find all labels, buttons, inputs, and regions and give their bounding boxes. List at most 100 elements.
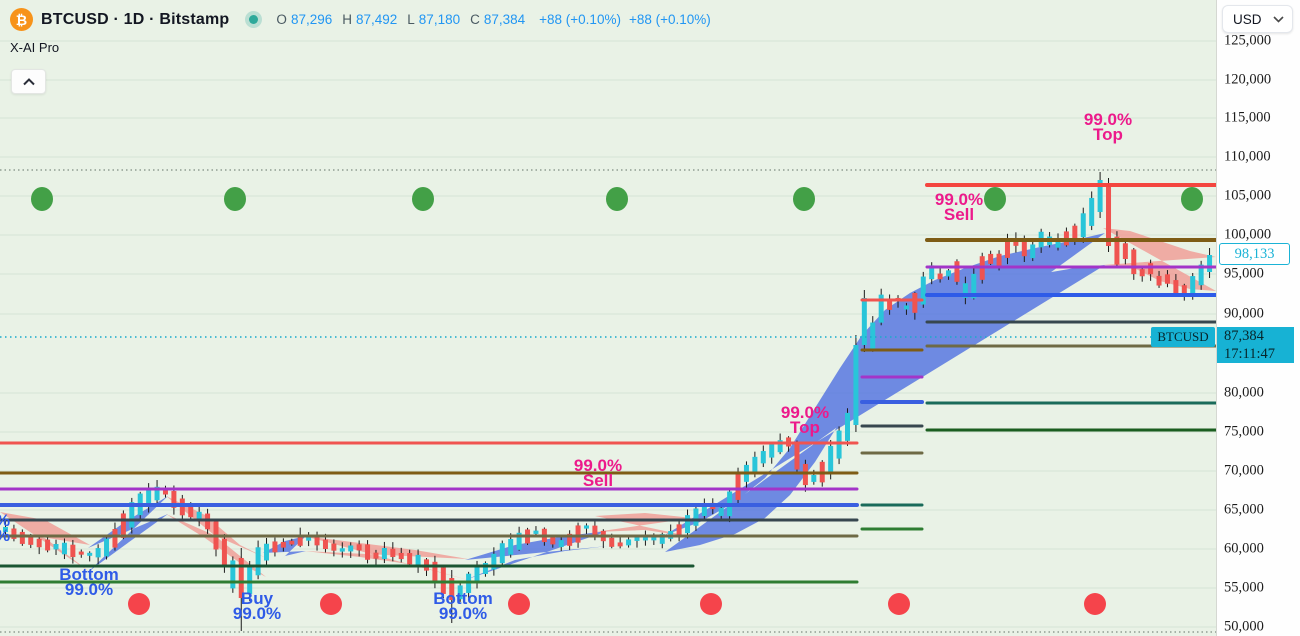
currency-selector[interactable]: USD — [1222, 5, 1293, 33]
candle — [567, 533, 573, 546]
candle — [171, 491, 177, 508]
collapse-indicator-button[interactable] — [11, 69, 46, 94]
candle — [1013, 239, 1019, 246]
candle — [162, 489, 168, 495]
candle — [1097, 180, 1103, 212]
axis-tick: 90,000 — [1224, 305, 1264, 322]
candle — [348, 545, 354, 552]
candle — [1021, 241, 1027, 257]
candle — [903, 305, 909, 310]
candle — [70, 544, 76, 558]
signal-dot-red — [1084, 593, 1106, 615]
candle — [491, 553, 497, 570]
candle — [474, 565, 480, 583]
candle — [1055, 239, 1061, 248]
candle — [398, 552, 404, 560]
candle — [1173, 280, 1179, 295]
candle — [828, 445, 834, 474]
candle — [449, 578, 455, 600]
price-axis[interactable]: 125,000 120,000 115,000 110,000 105,000 100,0… — [1216, 0, 1300, 636]
candle — [861, 298, 867, 345]
trend-ribbon-segment — [465, 531, 608, 580]
price-alert-badge[interactable]: 98,133 — [1219, 243, 1290, 265]
candle — [996, 253, 1002, 268]
candle — [264, 543, 270, 561]
candle — [836, 430, 842, 459]
candle — [853, 345, 859, 425]
candle — [482, 562, 488, 575]
candle — [887, 299, 893, 310]
candle — [642, 535, 648, 541]
candle — [196, 511, 202, 521]
high-value: 87,492 — [355, 12, 398, 27]
indicator-label[interactable]: X-AI Pro — [10, 40, 60, 55]
candle — [356, 544, 362, 551]
candle — [1106, 186, 1112, 246]
candle — [188, 505, 194, 518]
candle — [752, 456, 758, 475]
market-status-icon — [249, 15, 259, 24]
candle — [533, 530, 539, 534]
candle — [878, 294, 884, 323]
candle — [221, 538, 227, 567]
candle — [1156, 275, 1162, 286]
candle — [61, 542, 67, 555]
candle — [112, 528, 118, 548]
candle — [516, 532, 522, 550]
trend-ribbon-segment — [0, 512, 90, 572]
candle — [1089, 197, 1095, 226]
candle — [575, 525, 581, 543]
candle — [457, 585, 463, 600]
candle — [845, 412, 850, 441]
chart-legend: ₿ BTCUSD · 1D · Bitstamp O 87,296 H 87,4… — [10, 8, 711, 31]
candle — [255, 547, 261, 576]
candle — [1148, 263, 1154, 275]
candle — [769, 444, 775, 458]
btc-icon: ₿ — [10, 8, 33, 31]
axis-tick: 115,000 — [1224, 109, 1271, 126]
axis-tick: 125,000 — [1224, 32, 1272, 49]
signal-dot-green — [606, 187, 628, 211]
candle — [971, 273, 977, 299]
candle — [811, 475, 817, 482]
candle — [962, 283, 968, 298]
signal-dot-green — [224, 187, 246, 211]
candle — [289, 540, 295, 545]
candle — [583, 525, 589, 529]
axis-tick: 95,000 — [1224, 265, 1264, 282]
candle — [45, 539, 51, 551]
candle — [1122, 243, 1128, 259]
candle — [53, 543, 59, 550]
candle — [1080, 213, 1086, 238]
candle — [365, 544, 371, 560]
candle — [390, 548, 396, 558]
chart-canvas[interactable]: 99.0% Top 99.0% Sell 99.0% Top 99.0% Sell Bottom… — [0, 0, 1216, 636]
signal-dot-green — [412, 187, 434, 211]
candle — [230, 560, 236, 589]
signal-dot-red — [128, 593, 150, 615]
candle — [339, 548, 345, 552]
candle — [912, 292, 918, 313]
candle — [617, 542, 623, 547]
symbol-title[interactable]: BTCUSD · 1D · Bitstamp — [41, 10, 230, 28]
candle — [1207, 255, 1213, 272]
candle — [373, 552, 379, 559]
chevron-up-icon — [22, 77, 35, 85]
axis-tick: 60,000 — [1224, 540, 1264, 557]
axis-tick: 105,000 — [1224, 187, 1272, 204]
candle — [272, 541, 278, 553]
low-label: L — [407, 12, 415, 27]
candle — [238, 558, 244, 598]
candle — [954, 261, 960, 282]
candle — [1190, 276, 1196, 294]
candle — [381, 547, 387, 560]
current-price-badge: 87,384 17:11:47 — [1217, 327, 1294, 363]
candle — [735, 471, 741, 500]
candle — [120, 513, 126, 538]
candle — [1181, 285, 1187, 295]
candle — [626, 539, 632, 546]
ohlc-values: O 87,296 H 87,492 L 87,180 C 87,384 +88 … — [276, 12, 710, 27]
candle — [1131, 249, 1137, 275]
candle — [659, 534, 665, 544]
